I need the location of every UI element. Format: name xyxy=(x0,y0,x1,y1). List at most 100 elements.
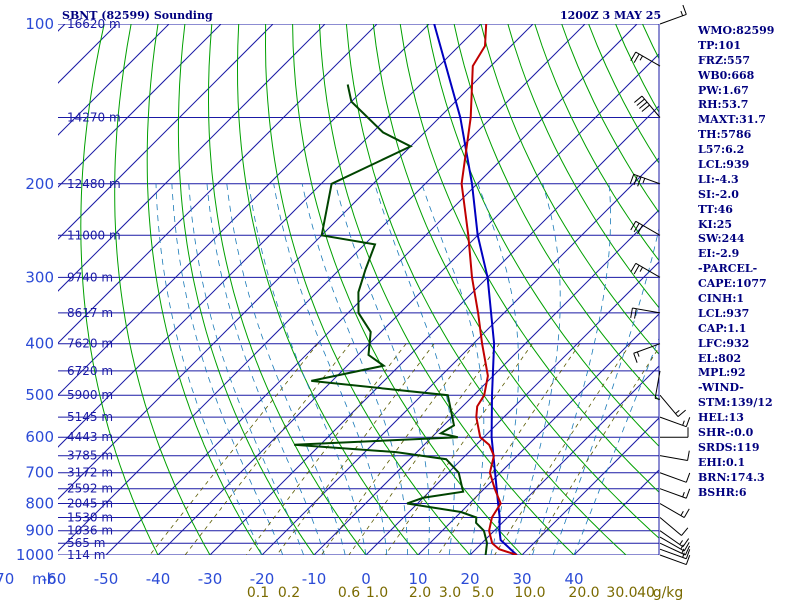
index-row: CAP:1.1 xyxy=(698,321,747,335)
wind-barb-flag xyxy=(630,221,637,231)
height-label: 11000 m xyxy=(67,228,121,242)
temperature-tick-label: -10 xyxy=(302,570,327,588)
wind-barb-half-flag xyxy=(675,410,680,414)
wind-barb-staff xyxy=(654,370,661,399)
moist-adiabat-line xyxy=(511,183,561,555)
wind-barb-half-flag xyxy=(680,10,684,16)
pressure-tick-label: 700 xyxy=(25,464,54,482)
height-label: 2592 m xyxy=(67,482,113,496)
index-row: SI:-2.0 xyxy=(698,187,739,201)
index-row: TT:46 xyxy=(698,202,733,216)
dry-adiabat-line xyxy=(177,24,315,555)
wind-barb-flag xyxy=(634,308,637,319)
wind-barb xyxy=(634,95,661,118)
temperature-tick-label: -50 xyxy=(94,570,119,588)
isotherm-line xyxy=(58,24,326,292)
isotherm-line xyxy=(58,24,482,448)
isotherm-line xyxy=(58,24,586,552)
height-label: 8617 m xyxy=(67,306,113,320)
isotherm-line xyxy=(105,24,638,555)
wind-barb xyxy=(659,4,687,25)
isotherm-line xyxy=(209,105,659,555)
wind-barb-flag xyxy=(682,538,690,548)
pressure-tick-label: 600 xyxy=(25,428,54,446)
temperature-tick-label: 0 xyxy=(361,570,371,588)
wind-barb-half-flag xyxy=(639,55,643,61)
mixing-ratio-line xyxy=(184,343,351,555)
wind-barb-staff xyxy=(659,472,687,483)
dewpoint-profile-line xyxy=(294,84,489,555)
moist-adiabat-line xyxy=(301,183,408,555)
index-row: -PARCEL- xyxy=(698,262,758,276)
index-row: STM:139/12 xyxy=(698,396,773,410)
mixing-ratio-line xyxy=(245,343,407,555)
wind-barb-staff xyxy=(659,394,679,417)
isotherm-line xyxy=(58,24,274,240)
dry-adiabat-line xyxy=(146,24,263,555)
wind-barb-flag xyxy=(630,307,633,318)
isotherm-line xyxy=(58,24,430,396)
height-label: 4443 m xyxy=(67,430,113,444)
height-label: 5145 m xyxy=(67,410,113,424)
wind-barb xyxy=(630,51,661,67)
moist-adiabat-line xyxy=(206,183,325,555)
wind-barb-staff xyxy=(659,542,686,556)
index-row: CINH:1 xyxy=(698,292,745,306)
wind-barb-half-flag xyxy=(682,492,685,498)
wind-barb-half-flag xyxy=(680,511,684,516)
dry-adiabat-line xyxy=(80,24,159,555)
index-row: WB0:668 xyxy=(698,68,755,82)
valid-time: 1200Z 3 MAY 25 xyxy=(560,9,662,22)
wind-barb xyxy=(659,548,691,560)
wind-barb-half-flag xyxy=(636,351,640,357)
wind-barb-flag xyxy=(630,263,637,273)
mb-unit-label: mb xyxy=(32,570,56,588)
mixing-ratio-line xyxy=(149,343,319,555)
pressure-tick-label: 1000 xyxy=(16,546,54,564)
temperature-tick-label: 30 xyxy=(512,570,531,588)
wind-barb-flag xyxy=(637,176,642,187)
dry-adiabat-line xyxy=(207,24,367,555)
mixing-ratio-label: 40 xyxy=(637,585,655,600)
wind-barb-staff xyxy=(659,503,685,518)
temperature-tick-label: -20 xyxy=(250,570,275,588)
wind-barb-staff xyxy=(635,51,661,67)
wind-barb xyxy=(659,416,691,428)
index-row: EI:-2.9 xyxy=(698,247,740,261)
wind-barb-half-flag xyxy=(639,267,643,272)
wind-barb-flag xyxy=(687,450,690,461)
index-row: TH:5786 xyxy=(698,128,752,142)
height-label: 9740 m xyxy=(67,270,113,284)
mixing-ratio-label: 0.2 xyxy=(278,585,300,600)
mixing-ratio-line xyxy=(528,346,659,555)
wind-barb-staff xyxy=(635,262,661,278)
wind-barb-half-flag xyxy=(655,397,661,400)
wind-barb-flag xyxy=(685,488,691,499)
wind-barb-staff xyxy=(641,95,661,118)
index-row: CAPE:1077 xyxy=(698,277,767,291)
wind-barb-flag xyxy=(634,95,643,103)
wind-barb xyxy=(659,542,691,556)
isotherm-line xyxy=(521,417,659,555)
pressure-tick-label: 900 xyxy=(25,522,54,540)
wind-barb-flag xyxy=(677,409,686,417)
height-label: 7620 m xyxy=(67,337,113,351)
height-label: 3785 m xyxy=(67,449,113,463)
wind-barb xyxy=(659,517,689,536)
isotherm-line xyxy=(157,53,659,555)
moist-adiabat-line xyxy=(552,226,659,555)
wind-barb-half-flag xyxy=(682,420,685,426)
wind-barb-staff xyxy=(659,416,687,428)
index-row: LFC:932 xyxy=(698,336,750,350)
wind-barb xyxy=(630,262,661,278)
isotherm-line xyxy=(261,157,659,555)
index-row: L57:6.2 xyxy=(698,143,745,157)
profile-layer xyxy=(294,24,518,555)
index-row: FRZ:557 xyxy=(698,53,751,67)
dry-adiabat-line xyxy=(480,24,659,355)
wind-barb xyxy=(629,173,661,187)
wind-barb-staff xyxy=(659,455,688,462)
pressure-tick-label: 200 xyxy=(25,175,54,193)
